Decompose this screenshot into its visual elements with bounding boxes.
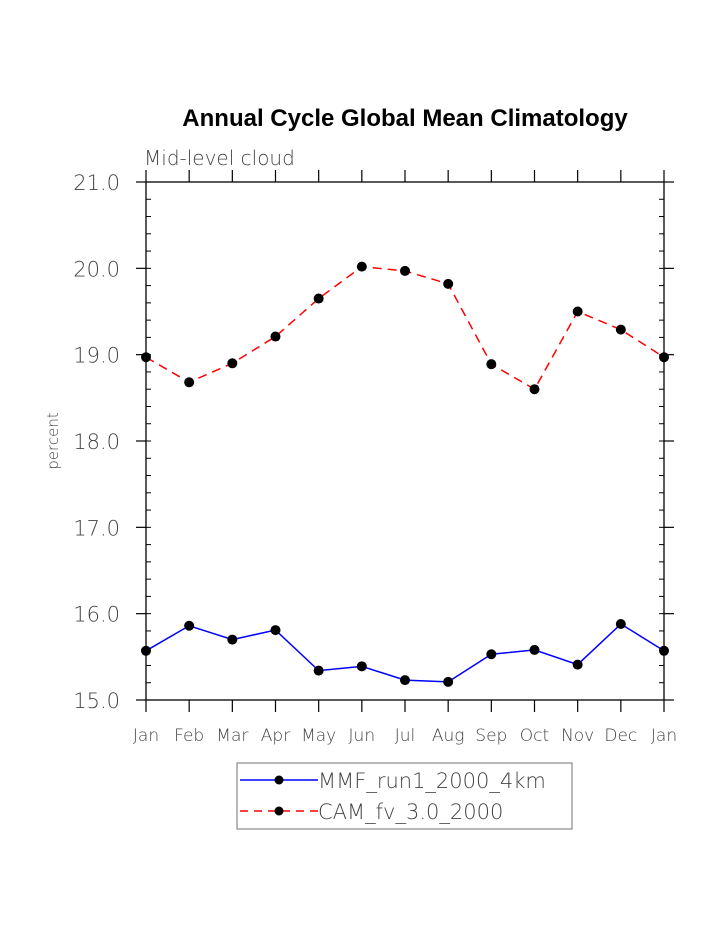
data-point xyxy=(356,661,367,672)
data-point xyxy=(227,634,238,645)
y-tick-label: 20.0 xyxy=(73,257,120,281)
y-tick-label: 17.0 xyxy=(73,516,120,540)
data-point xyxy=(443,278,454,289)
data-point xyxy=(184,377,195,388)
x-tick-label: Oct xyxy=(520,726,549,746)
data-point xyxy=(141,645,151,656)
legend-label-mmf: MMF_run1_2000_4km xyxy=(318,769,546,793)
legend-label-cam: CAM_fv_3.0_2000 xyxy=(318,800,503,824)
y-tick-label: 18.0 xyxy=(73,430,120,454)
plot-frame xyxy=(145,181,665,701)
data-point xyxy=(356,261,367,272)
series-0 xyxy=(141,619,669,687)
y-tick-label: 15.0 xyxy=(73,689,120,713)
data-point xyxy=(615,324,626,335)
legend-marker-mmf xyxy=(274,775,284,785)
y-tick-label: 19.0 xyxy=(73,344,120,368)
chart-title: Annual Cycle Global Mean Climatology xyxy=(182,105,628,132)
x-tick-label: Nov xyxy=(561,726,594,746)
y-tick-label: 21.0 xyxy=(73,171,120,195)
x-tick-label: Feb xyxy=(174,726,204,746)
data-point xyxy=(270,625,281,636)
legend-box xyxy=(236,762,573,830)
series-line xyxy=(145,265,665,391)
data-point xyxy=(141,352,151,363)
data-point xyxy=(400,675,410,686)
data-point xyxy=(572,659,583,670)
data-point xyxy=(529,644,540,655)
chart-subtitle: Mid-level cloud xyxy=(144,146,295,170)
data-point xyxy=(572,306,583,317)
data-point xyxy=(313,665,324,676)
legend: MMF_run1_2000_4km CAM_fv_3.0_2000 xyxy=(236,762,573,830)
data-point xyxy=(659,645,669,656)
legend-marker-cam xyxy=(274,806,284,816)
y-tick-label: 16.0 xyxy=(73,603,120,627)
x-tick-label: Sep xyxy=(475,726,507,746)
y-axis-label: percent xyxy=(44,412,62,470)
x-tick-label: Jan xyxy=(651,726,677,746)
data-point xyxy=(313,293,324,304)
data-point xyxy=(227,358,238,369)
data-point xyxy=(270,331,281,342)
x-tick-label: Mar xyxy=(216,726,248,746)
data-point xyxy=(486,649,497,660)
data-point xyxy=(184,620,195,631)
series-1 xyxy=(141,261,669,395)
data-point xyxy=(400,265,410,276)
x-tick-label: May xyxy=(301,726,336,746)
data-point xyxy=(529,384,540,395)
x-tick-label: Jan xyxy=(133,726,159,746)
x-tick-label: Aug xyxy=(432,726,465,746)
data-point xyxy=(615,619,626,630)
x-tick-label: Apr xyxy=(261,726,290,746)
x-tick-label: Jun xyxy=(349,726,376,746)
x-tick-label: Dec xyxy=(604,726,637,746)
x-tick-label: Jul xyxy=(395,726,416,746)
data-point xyxy=(659,352,669,363)
data-point xyxy=(443,676,454,687)
data-point xyxy=(486,359,497,370)
series-line xyxy=(145,623,665,683)
